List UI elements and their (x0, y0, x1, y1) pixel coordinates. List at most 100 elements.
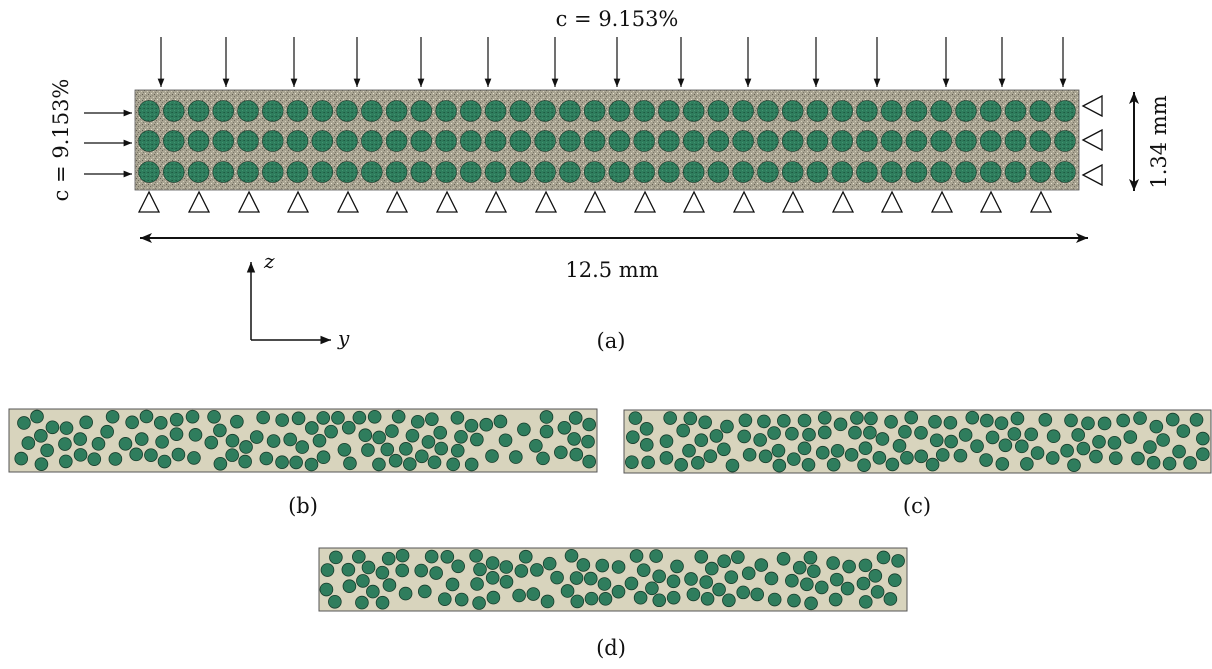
fiber (464, 457, 479, 472)
fiber (652, 569, 666, 584)
fiber (1054, 161, 1076, 183)
fiber (410, 414, 425, 429)
fiber (581, 434, 595, 449)
fiber (534, 100, 556, 122)
fiber (804, 596, 818, 611)
fiber (570, 594, 585, 609)
fiber (427, 455, 442, 470)
fiber (965, 410, 980, 425)
fiber (753, 433, 767, 447)
fiber (670, 559, 684, 574)
fiber (286, 130, 309, 152)
fiber (539, 424, 554, 439)
fiber (421, 435, 436, 449)
fiber (826, 457, 841, 472)
fiber (256, 410, 270, 425)
fiber (884, 415, 898, 429)
fiber (641, 455, 655, 470)
fiber (469, 549, 483, 563)
fiber (414, 563, 429, 578)
fiber (509, 450, 523, 464)
caption-d: (d) (596, 636, 626, 660)
support-triangle (930, 190, 954, 213)
fiber (645, 581, 659, 596)
fiber (460, 161, 482, 183)
fiber (1004, 130, 1027, 152)
fiber (429, 566, 443, 580)
fiber (914, 449, 928, 464)
fiber (385, 161, 408, 183)
fiber (694, 433, 709, 447)
fiber (316, 411, 331, 425)
fiber (980, 413, 994, 428)
fiber (905, 130, 928, 152)
support-triangle (633, 190, 657, 213)
fiber (512, 588, 526, 603)
fiber (454, 429, 468, 444)
panel-c-random-model: (c) (623, 409, 1212, 518)
fiber (777, 414, 791, 428)
fiber (658, 161, 680, 183)
fiber (262, 100, 284, 122)
fiber (652, 593, 667, 608)
fiber (380, 442, 395, 457)
fiber (1064, 413, 1078, 428)
fiber (857, 458, 871, 472)
fiber (817, 411, 832, 425)
fiber (639, 422, 654, 436)
random-fibers-c (625, 410, 1210, 473)
fiber (509, 130, 532, 152)
random-fibers-b (14, 409, 596, 472)
fiber (450, 443, 465, 458)
fiber (559, 130, 581, 152)
fiber (767, 592, 782, 607)
fiber (633, 161, 655, 183)
panel-d-random-model: (d) (318, 547, 908, 660)
fiber (872, 451, 887, 465)
fiber (485, 571, 500, 585)
fiber (856, 576, 871, 591)
fiber (608, 130, 631, 152)
fiber (450, 411, 465, 425)
y-axis-label: y (337, 326, 350, 350)
fiber (509, 161, 532, 183)
fiber (1046, 429, 1061, 444)
fiber (674, 458, 688, 472)
fiber (742, 447, 757, 462)
fiber (518, 549, 533, 564)
fiber (833, 417, 848, 432)
fiber (905, 161, 928, 183)
fiber (856, 161, 878, 183)
fiber (319, 582, 334, 597)
fiber (944, 434, 958, 449)
fiber (320, 563, 335, 577)
fiber (584, 591, 599, 606)
fiber (583, 161, 606, 183)
fiber (212, 161, 234, 183)
fiber (785, 573, 799, 588)
fiber (1045, 451, 1060, 465)
fiber (722, 593, 736, 608)
fiber (883, 592, 898, 606)
fiber (58, 437, 72, 451)
fiber (1060, 443, 1074, 458)
fiber (21, 436, 36, 450)
fiber (771, 443, 786, 458)
fiber (73, 448, 88, 462)
fiber (858, 441, 873, 456)
fiber (888, 573, 902, 588)
fiber (550, 570, 564, 585)
fiber (935, 448, 950, 462)
fiber (358, 428, 373, 443)
fiber (717, 554, 731, 568)
fiber (797, 413, 812, 428)
fiber (848, 425, 862, 440)
fiber (230, 414, 244, 429)
fiber (460, 100, 482, 122)
top-load-label: c = 9.153% (556, 7, 679, 31)
fiber (666, 590, 681, 605)
fiber (187, 130, 210, 152)
fiber (366, 584, 380, 599)
fiber (542, 556, 557, 571)
fiber (129, 447, 143, 462)
